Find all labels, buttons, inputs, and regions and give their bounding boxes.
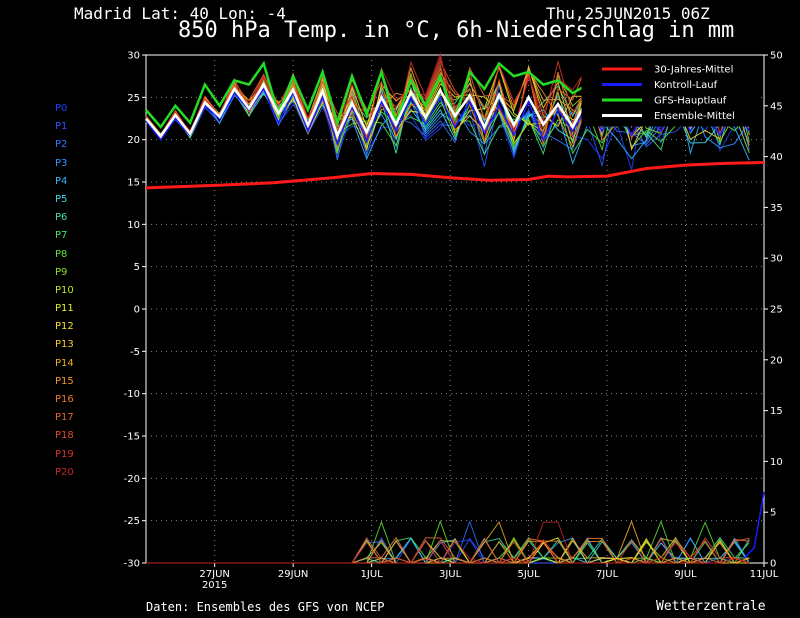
member-label-p0: P0 (55, 103, 68, 114)
member-label-p4: P4 (55, 175, 68, 187)
y-right-tick-label: 30 (770, 254, 783, 265)
y-right-tick-label: 20 (770, 355, 783, 366)
x-tick-label: 7JUL (596, 569, 619, 580)
member-label-p8: P8 (55, 248, 68, 260)
y-right-tick-label: 0 (770, 559, 776, 570)
x-tick-label: 27JUN (199, 569, 229, 580)
x-tick-label: 9JUL (674, 569, 697, 580)
member-label-p9: P9 (55, 266, 68, 278)
legend-label: Ensemble-Mittel (654, 111, 735, 122)
y-left-tick-label: 5 (134, 262, 140, 273)
member-label-p13: P13 (55, 339, 74, 351)
member-label-p14: P14 (55, 357, 74, 369)
y-left-tick-label: 30 (127, 51, 140, 62)
legend-label: GFS-Hauptlauf (654, 96, 727, 107)
member-label-p3: P3 (55, 157, 68, 169)
member-label-p2: P2 (55, 139, 68, 151)
run-timestamp: Thu,25JUN2015 06Z (546, 4, 710, 23)
member-label-p6: P6 (55, 212, 68, 224)
y-left-tick-label: 10 (127, 220, 140, 231)
data-source-label: Daten: Ensembles des GFS von NCEP (146, 600, 385, 614)
y-right-tick-label: 50 (770, 51, 783, 62)
x-tick-label: 29JUN (278, 569, 308, 580)
y-right-tick-label: 35 (770, 203, 783, 214)
y-left-tick-label: -5 (130, 347, 140, 358)
member-label-p11: P11 (55, 303, 74, 315)
member-legend: P0 P1 P2 P3 P4 P5 P6 P7 P8 P9 P10 P11 P12 P13 P14 P15 P1… (55, 100, 115, 482)
y-right-tick-label: 45 (770, 101, 783, 112)
member-label-p20: P20 (55, 466, 74, 478)
control-precip-line (743, 491, 765, 559)
y-left-tick-label: -10 (124, 389, 140, 400)
y-left-tick-label: -20 (124, 474, 140, 485)
y-left-tick-label: 0 (134, 305, 140, 316)
climate-mean-line (145, 161, 765, 190)
member-label-p5: P5 (55, 193, 68, 205)
y-right-tick-label: 5 (770, 508, 776, 519)
y-right-tick-label: 10 (770, 457, 783, 468)
y-left-tick-label: -30 (124, 559, 140, 570)
member-label-p7: P7 (55, 230, 68, 242)
chart-title: 850 hPa Temp. in °C, 6h-Niederschlag in … (178, 18, 735, 43)
x-tick-label: 5JUL (517, 569, 540, 580)
y-left-tick-label: 25 (127, 93, 140, 104)
x-tick-label: 3JUL (439, 569, 462, 580)
location-label: Madrid Lat: 40 Lon: -4 (74, 4, 286, 23)
y-left-tick-label: -25 (124, 516, 140, 527)
member-label-p15: P15 (55, 375, 74, 387)
y-left-tick-label: -15 (124, 432, 140, 443)
member-label-p12: P12 (55, 321, 74, 333)
x-tick-label: 11JUL (750, 569, 779, 580)
y-right-tick-label: 25 (770, 305, 783, 316)
member-label-p1: P1 (55, 121, 68, 133)
member-label-p18: P18 (55, 430, 74, 442)
brand-label: Wetterzentrale (656, 599, 766, 614)
y-left-tick-label: 20 (127, 135, 140, 146)
y-right-tick-label: 15 (770, 406, 783, 417)
y-left-tick-label: 15 (127, 178, 140, 189)
member-label-p16: P16 (55, 394, 74, 405)
legend-label: Kontroll-Lauf (654, 80, 718, 91)
x-tick-year-label: 2015 (202, 580, 227, 591)
member-line-p5 (145, 86, 750, 149)
member-precip-p20 (146, 521, 750, 565)
x-tick-label: 1JUL (361, 569, 384, 580)
legend-label: 30-Jahres-Mittel (654, 65, 733, 76)
member-label-p17: P17 (55, 412, 74, 424)
y-right-tick-label: 40 (770, 152, 783, 163)
member-label-p19: P19 (55, 448, 74, 460)
member-label-p10: P10 (55, 284, 74, 296)
